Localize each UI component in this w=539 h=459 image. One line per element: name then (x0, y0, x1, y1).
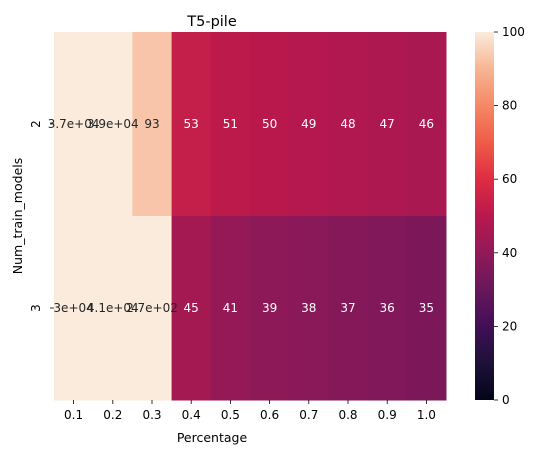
heatmap-cell (250, 216, 290, 401)
x-tick-label: 0.1 (64, 408, 83, 422)
cell-annotation: 41 (223, 301, 238, 315)
heatmap-cell (93, 32, 133, 217)
x-tick-label: 1.0 (417, 408, 436, 422)
cell-annotation: 4.1e+04 (87, 301, 139, 315)
heatmap-cell (406, 216, 447, 401)
heatmap-cell (328, 216, 369, 401)
cell-annotation: 3.7e+04 (48, 117, 100, 131)
heatmap-cell (289, 216, 329, 401)
colorbar-tick-label: 100 (502, 25, 525, 39)
heatmap-cell (54, 216, 94, 401)
x-tick-label: 0.5 (221, 408, 240, 422)
colorbar-ticks: 0 20 40 60 80 100 (494, 25, 525, 407)
heatmap-cell (210, 216, 251, 401)
cell-annotation: 51 (223, 117, 238, 131)
colorbar-tick-label: 60 (502, 172, 517, 186)
heatmap-cell (289, 32, 329, 217)
cell-annotation: 45 (184, 301, 199, 315)
heatmap-cell (328, 32, 369, 217)
heatmap-cell (171, 32, 212, 217)
cell-annotation: 50 (262, 117, 277, 131)
heatmap-cell (367, 216, 408, 401)
chart-title: T5-pile (186, 14, 237, 30)
x-axis: 0.1 0.2 0.3 0.4 0.5 0.6 0.7 0.8 0.9 1.0 (64, 400, 436, 422)
x-tick-label: 0.7 (299, 408, 318, 422)
heatmap-cell (367, 32, 408, 217)
cell-annotation: 46 (419, 117, 434, 131)
heatmap-cell (93, 216, 133, 401)
cell-annotation: 36 (380, 301, 395, 315)
heatmap-cell (54, 32, 94, 217)
cell-annotation: 53 (184, 117, 199, 131)
cell-annotation: 93 (144, 117, 159, 131)
x-tick-label: 0.3 (142, 408, 161, 422)
x-axis-label: Percentage (177, 430, 248, 445)
cell-annotation: 3e+04 (53, 301, 93, 315)
colorbar-tick-label: 0 (502, 393, 510, 407)
cell-annotation: 35 (419, 301, 434, 315)
cell-annotation: 48 (340, 117, 355, 131)
cell-annotation: 49 (301, 117, 316, 131)
x-tick-label: 0.4 (182, 408, 201, 422)
y-tick-label: 2 (29, 120, 43, 128)
colorbar (475, 32, 494, 400)
cell-annotation: 39 (262, 301, 277, 315)
x-tick-label: 0.6 (260, 408, 279, 422)
cell-annotations: 3.7e+043.9e+04 93 53 51 50 49 48 47 46 3e+044.1e+… (48, 117, 434, 315)
y-axis: 23 (29, 120, 54, 312)
cell-annotation: 37 (340, 301, 355, 315)
heatmap-cell (171, 216, 212, 401)
y-axis-label: Num_train_models (10, 158, 25, 274)
cell-annotation: 38 (301, 301, 316, 315)
cell-annotation: 3.9e+04 (87, 117, 139, 131)
x-tick-label: 0.2 (103, 408, 122, 422)
colorbar-tick-label: 20 (502, 319, 517, 333)
x-tick-label: 0.9 (378, 408, 397, 422)
colorbar-tick-label: 40 (502, 246, 517, 260)
heatmap-cell (132, 32, 173, 217)
colorbar-tick-label: 80 (502, 99, 517, 113)
heatmap-cell (132, 216, 173, 401)
heatmap-cell (210, 32, 251, 217)
cell-annotation: 47 (380, 117, 395, 131)
cell-annotation: 2.7e+02 (126, 301, 178, 315)
heatmap-cells (54, 32, 447, 401)
heatmap-cell (250, 32, 290, 217)
x-tick-label: 0.8 (338, 408, 357, 422)
heatmap-cell (406, 32, 447, 217)
y-tick-label: 3 (29, 304, 43, 312)
